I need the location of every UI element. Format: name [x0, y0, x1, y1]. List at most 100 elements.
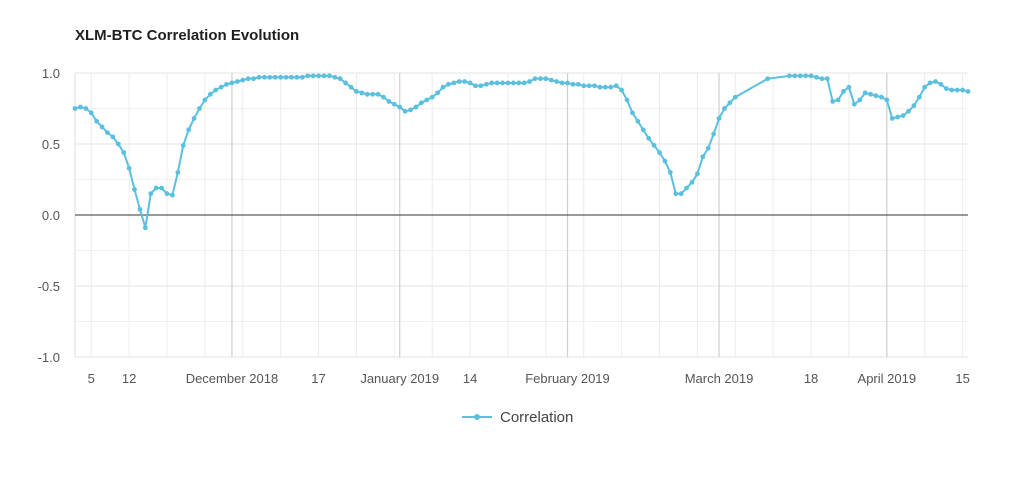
data-point[interactable]: [678, 191, 684, 197]
data-point[interactable]: [473, 83, 478, 89]
data-point[interactable]: [164, 191, 170, 197]
data-point[interactable]: [868, 91, 873, 97]
data-point[interactable]: [624, 97, 630, 103]
data-point[interactable]: [99, 124, 105, 130]
data-point[interactable]: [586, 83, 592, 89]
data-point[interactable]: [667, 170, 673, 175]
data-point[interactable]: [543, 76, 549, 82]
data-point[interactable]: [814, 74, 819, 80]
data-point[interactable]: [554, 79, 560, 84]
data-point[interactable]: [857, 97, 863, 103]
data-point[interactable]: [884, 97, 890, 103]
data-point[interactable]: [316, 73, 321, 79]
data-point[interactable]: [305, 73, 311, 79]
data-point[interactable]: [310, 73, 316, 79]
data-point[interactable]: [841, 89, 846, 94]
data-point[interactable]: [175, 170, 181, 175]
data-point[interactable]: [581, 83, 587, 89]
data-point[interactable]: [202, 97, 208, 103]
data-point[interactable]: [792, 73, 798, 79]
data-point[interactable]: [462, 79, 468, 84]
data-point[interactable]: [148, 191, 154, 197]
data-point[interactable]: [78, 104, 83, 110]
data-point[interactable]: [635, 118, 641, 124]
data-point[interactable]: [505, 80, 511, 86]
data-point[interactable]: [191, 116, 197, 121]
data-point[interactable]: [673, 191, 679, 197]
data-point[interactable]: [916, 94, 922, 100]
data-point[interactable]: [646, 135, 652, 141]
data-point[interactable]: [846, 84, 852, 90]
data-point[interactable]: [375, 91, 381, 97]
data-point[interactable]: [694, 171, 700, 177]
data-point[interactable]: [299, 74, 305, 80]
data-point[interactable]: [435, 90, 441, 96]
data-point[interactable]: [88, 110, 94, 116]
data-point[interactable]: [727, 100, 733, 106]
data-point[interactable]: [251, 76, 256, 82]
data-point[interactable]: [332, 74, 338, 80]
data-point[interactable]: [234, 79, 240, 84]
data-point[interactable]: [348, 84, 354, 90]
data-point[interactable]: [186, 127, 192, 133]
data-point[interactable]: [651, 143, 657, 148]
data-point[interactable]: [440, 84, 446, 90]
data-point[interactable]: [408, 107, 413, 113]
data-point[interactable]: [906, 108, 911, 114]
data-point[interactable]: [830, 99, 836, 104]
data-point[interactable]: [386, 99, 392, 104]
data-point[interactable]: [527, 79, 533, 84]
data-point[interactable]: [413, 104, 419, 110]
data-point[interactable]: [602, 84, 608, 90]
data-point[interactable]: [381, 94, 386, 100]
data-point[interactable]: [337, 76, 343, 82]
data-point[interactable]: [489, 80, 495, 86]
data-point[interactable]: [819, 76, 825, 82]
data-point[interactable]: [402, 108, 408, 114]
data-point[interactable]: [359, 90, 365, 96]
data-point[interactable]: [418, 100, 424, 106]
data-point[interactable]: [911, 103, 917, 109]
data-point[interactable]: [110, 134, 116, 140]
data-point[interactable]: [224, 81, 229, 87]
data-point[interactable]: [207, 91, 213, 97]
data-point[interactable]: [949, 87, 955, 93]
data-point[interactable]: [922, 84, 928, 90]
data-point[interactable]: [662, 158, 668, 164]
data-point[interactable]: [711, 131, 717, 137]
data-point[interactable]: [429, 94, 435, 100]
data-point[interactable]: [851, 101, 857, 107]
data-point[interactable]: [933, 79, 938, 84]
data-point[interactable]: [180, 143, 186, 148]
data-point[interactable]: [570, 81, 576, 87]
data-point[interactable]: [170, 192, 175, 198]
data-point[interactable]: [229, 80, 235, 86]
data-point[interactable]: [879, 94, 884, 100]
data-point[interactable]: [965, 89, 971, 94]
data-point[interactable]: [262, 74, 267, 80]
data-point[interactable]: [500, 80, 505, 86]
data-point[interactable]: [960, 87, 965, 93]
data-point[interactable]: [354, 89, 359, 94]
legend[interactable]: Correlation: [462, 409, 573, 426]
data-point[interactable]: [895, 114, 901, 120]
data-point[interactable]: [94, 118, 100, 124]
data-point[interactable]: [521, 80, 527, 86]
data-point[interactable]: [153, 185, 159, 191]
data-point[interactable]: [294, 74, 300, 80]
data-point[interactable]: [900, 113, 906, 118]
data-point[interactable]: [283, 74, 289, 80]
data-point[interactable]: [608, 84, 614, 90]
data-point[interactable]: [456, 79, 462, 84]
data-point[interactable]: [943, 86, 949, 92]
data-point[interactable]: [630, 110, 635, 116]
data-point[interactable]: [808, 73, 814, 79]
data-point[interactable]: [364, 91, 370, 97]
data-point[interactable]: [478, 83, 484, 89]
data-point[interactable]: [132, 187, 137, 192]
data-point[interactable]: [765, 76, 771, 82]
data-point[interactable]: [272, 74, 278, 80]
data-point[interactable]: [824, 76, 830, 82]
data-point[interactable]: [245, 76, 251, 82]
data-point[interactable]: [240, 77, 246, 83]
